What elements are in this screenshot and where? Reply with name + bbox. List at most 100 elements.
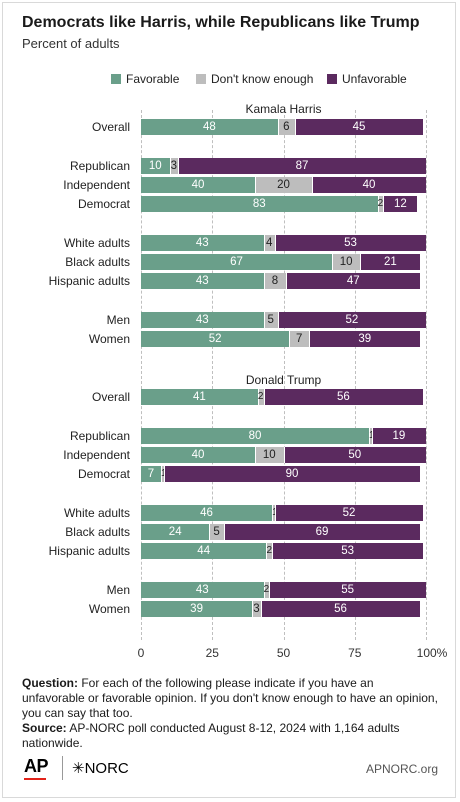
data-label-favorable: 43 [195,584,209,596]
row-label: Hispanic adults [48,274,130,288]
data-label-unfavorable: 19 [392,430,406,442]
data-label-favorable: 44 [197,545,211,557]
data-label-favorable: 40 [191,179,205,191]
bar-segment-dontknow [255,177,312,193]
bar-segment-unfavorable [223,524,421,540]
x-tick-label: 100% [416,646,448,660]
bar-segment-dontknow [277,119,295,135]
bar-segment-unfavorable [277,312,426,328]
bar-segment-dontknow [209,524,224,540]
question-note: Question: For each of the following plea… [22,676,438,721]
x-tick-label: 0 [137,646,145,660]
bar-segment-dontknow [255,447,284,463]
row-label: Hispanic adults [48,544,130,558]
data-label-unfavorable: 47 [346,275,360,287]
bar-segment-favorable [141,196,378,212]
gridline [141,110,142,640]
chart-frame [2,2,456,798]
data-label-dontknow: 20 [277,179,290,191]
legend-swatch-favorable [111,74,121,84]
bar-segment-favorable [141,582,264,598]
question-text: For each of the following please indicat… [22,676,438,720]
row-label: Overall [91,390,130,404]
row-label: White adults [63,236,130,250]
data-label-unfavorable: 53 [341,545,355,557]
row-label: Republican [69,429,130,443]
data-label-dontknow: 5 [267,314,274,326]
bar-segment-unfavorable [260,601,421,617]
norc-logo: ✳NORC [72,760,129,777]
data-label-unfavorable: 50 [348,449,362,461]
row-label: Women [88,602,130,616]
ap-logo-text: AP [24,756,49,776]
data-label-dontknow: 10 [262,449,276,461]
logo-divider [62,756,63,780]
legend-label-dontknow: Don't know enough [211,72,314,86]
data-label-dontknow: 8 [271,275,279,287]
data-label-dontknow: 3 [170,160,177,172]
row-label: Democrat [77,467,130,481]
row-label: Black adults [65,525,130,539]
data-label-favorable: 10 [148,160,162,172]
data-label-dontknow: 1 [161,466,167,482]
bar-segment-unfavorable [263,389,424,405]
x-tick-label: 75 [348,646,362,660]
bar-segment-dontknow [257,389,264,405]
bar-segment-favorable [141,601,253,617]
bar-segment-favorable [141,389,258,405]
data-label-favorable: 43 [195,314,209,326]
bar-segment-unfavorable [163,466,421,482]
data-label-dontknow: 3 [253,603,260,615]
data-label-dontknow: 2 [377,198,384,209]
data-label-dontknow: 2 [257,391,264,402]
data-label-favorable: 41 [193,391,206,403]
bar-segment-favorable [141,158,170,174]
legend-label-unfavorable: Unfavorable [342,72,407,86]
bar-segment-favorable [141,273,264,289]
data-label-favorable: 24 [168,526,182,538]
bar-segment-dontknow [263,312,278,328]
bar-segment-unfavorable [312,177,426,193]
bar-segment-unfavorable [383,196,418,212]
source-text: AP-NORC poll conducted August 8-12, 2024… [22,721,400,750]
bar-segment-dontknow [252,601,261,617]
data-label-dontknow: 7 [295,333,303,345]
bar-segment-favorable [141,466,161,482]
row-label: Independent [63,448,130,462]
legend-item-dontknow: Don't know enough [196,72,313,86]
ap-logo-underline [24,778,46,780]
bar-segment-unfavorable [371,428,426,444]
data-label-favorable: 80 [248,430,262,442]
data-label-unfavorable: 39 [358,333,372,345]
bar-segment-unfavorable [360,254,421,270]
bar-segment-favorable [141,543,267,559]
bar-segment-unfavorable [283,447,426,463]
row-label: Democrat [77,197,130,211]
data-label-unfavorable: 52 [342,507,356,519]
bar-segment-favorable [141,119,278,135]
row-label: Men [106,583,130,597]
bar-segment-unfavorable [294,119,424,135]
bar-segment-dontknow [272,505,275,521]
bar-segment-favorable [141,312,264,328]
legend-item-unfavorable: Unfavorable [327,72,407,86]
legend-item-favorable: Favorable [111,72,179,86]
bar-segment-unfavorable [272,543,424,559]
row-label: Overall [91,120,130,134]
source-label: Source: [22,721,67,735]
bar-segment-dontknow [263,273,287,289]
data-label-unfavorable: 53 [344,237,357,249]
bar-segment-favorable [141,428,369,444]
data-label-favorable: 43 [195,237,209,249]
question-label: Question: [22,676,78,690]
data-label-favorable: 46 [200,507,213,519]
chart-title: Democrats like Harris, while Republicans… [22,14,420,31]
bar-segment-dontknow [289,331,310,347]
bar-segment-favorable [141,447,255,463]
data-label-unfavorable: 90 [285,468,299,480]
legend-swatch-dontknow [196,74,206,84]
data-label-unfavorable: 56 [336,391,350,403]
data-label-favorable: 48 [203,121,216,133]
footer-url: APNORC.org [365,762,438,776]
bar-segment-dontknow [263,235,275,251]
